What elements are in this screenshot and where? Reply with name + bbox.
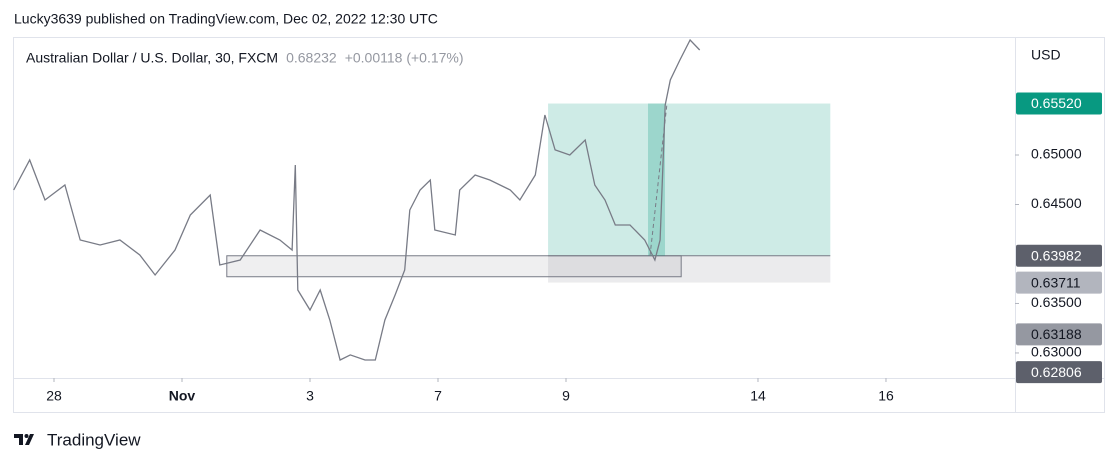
currency: USD [1031, 47, 1061, 63]
y-tick-label: 0.63000 [1031, 344, 1082, 360]
range-rectangle [226, 255, 682, 278]
x-tick-label: 14 [750, 388, 766, 404]
x-tick-label: 9 [562, 388, 570, 404]
price-tag [1016, 92, 1102, 115]
price-tag-label: 0.63711 [1031, 274, 1081, 290]
y-tick-label: 0.64500 [1031, 195, 1082, 211]
target-zone [548, 103, 831, 256]
price-tag-label: 0.62806 [1031, 364, 1082, 380]
last-price: 0.68232 [286, 50, 337, 66]
price-tag-label: 0.63188 [1031, 326, 1082, 342]
price-change: +0.00118 (+0.17%) [345, 50, 464, 66]
plot-area [13, 38, 831, 361]
logo [14, 434, 34, 445]
price-tag [1016, 361, 1102, 384]
published-line: Lucky3639 published on TradingView.com, … [14, 11, 438, 27]
brand: TradingView [47, 430, 141, 449]
y-tick-label: 0.65000 [1031, 146, 1082, 162]
x-tick-label: 7 [434, 388, 442, 404]
stop-zone [548, 255, 831, 283]
price-line [13, 38, 701, 361]
price-tag [1016, 271, 1102, 294]
price-tag-label: 0.65520 [1031, 95, 1082, 111]
x-tick-label: 16 [878, 388, 894, 404]
price-tag [1016, 323, 1102, 346]
price-tag-label: 0.63982 [1031, 247, 1082, 263]
symbol-title: Australian Dollar / U.S. Dollar, 30, FXC… [26, 50, 278, 66]
x-tick-label: 3 [306, 388, 314, 404]
x-tick-label: Nov [169, 388, 196, 404]
price-tag [1016, 244, 1102, 267]
x-tick-label: 28 [46, 388, 62, 404]
chart-frame [13, 37, 1105, 413]
y-tick-label: 0.63500 [1031, 294, 1082, 310]
